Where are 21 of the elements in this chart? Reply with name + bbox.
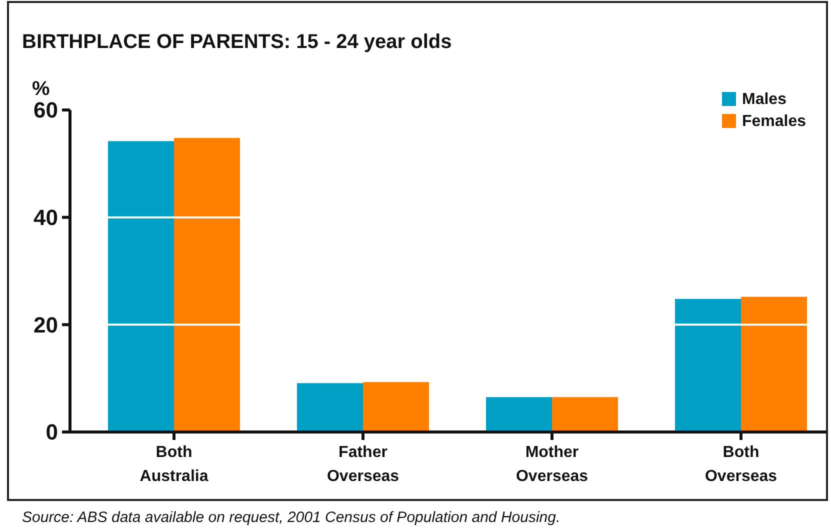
x-tick-label: Both Australia (140, 444, 208, 485)
bar (552, 397, 618, 432)
bar (675, 298, 741, 432)
y-tick-label: 40 (34, 205, 58, 230)
bar (297, 383, 363, 432)
y-tick-label: 20 (34, 312, 58, 338)
bar (486, 397, 552, 432)
y-tick-label: 60 (34, 98, 58, 123)
bar (741, 296, 807, 432)
bar (174, 138, 240, 432)
legend-label: Females (742, 113, 806, 130)
bar (363, 382, 429, 432)
chart-title: BIRTHPLACE OF PARENTS: 15 - 24 year olds (22, 31, 452, 53)
source-note: Source: ABS data available on request, 2001 Census of Population and Housing. (22, 509, 560, 526)
y-axis-title: % (32, 78, 50, 100)
legend-label: Males (742, 91, 787, 108)
bar (108, 141, 174, 432)
x-tick-label: Father Overseas (326, 444, 400, 485)
y-tick-label: 0 (46, 420, 58, 445)
x-tick-label: Both Overseas (704, 444, 778, 485)
x-tick-label: Mother Overseas (516, 444, 588, 485)
